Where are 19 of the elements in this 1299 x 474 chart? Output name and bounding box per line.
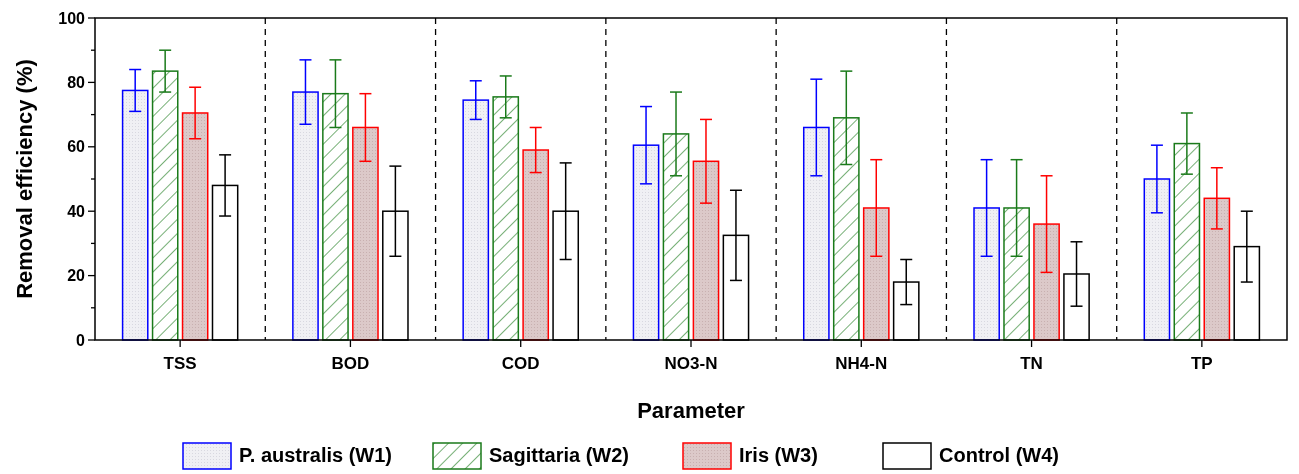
x-tick-label: NO3-N — [664, 354, 718, 373]
y-tick-label: 40 — [67, 202, 86, 220]
x-tick-label: BOD — [331, 354, 370, 373]
x-tick-label: COD — [501, 354, 540, 373]
legend-label: Iris (W3) — [739, 444, 818, 466]
legend-label: Control (W4) — [939, 444, 1059, 466]
x-tick-label: TN — [1020, 354, 1043, 373]
x-tick-label: TP — [1190, 354, 1213, 373]
y-tick-label: 80 — [67, 74, 86, 91]
y-tick-label: 0 — [76, 331, 86, 349]
legend-label: P. australis (W1) — [239, 444, 393, 466]
y-axis-title: Removal efficiency (%) — [12, 59, 37, 299]
legend-label: Sagittaria (W2) — [489, 444, 630, 466]
y-tick-label: 20 — [67, 267, 86, 285]
x-tick-label: TSS — [163, 354, 197, 373]
y-tick-label: 100 — [58, 9, 86, 27]
x-tick-label: NH4-N — [835, 354, 888, 373]
y-tick-label: 60 — [67, 138, 86, 156]
x-axis-title: Parameter — [637, 398, 746, 423]
